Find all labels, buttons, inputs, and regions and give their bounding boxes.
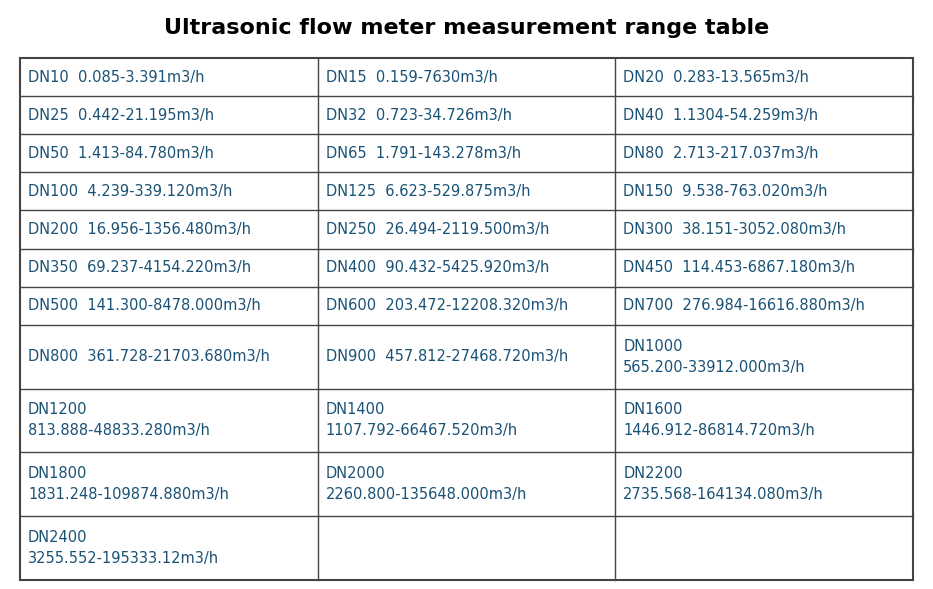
Text: DN1600
1446.912-86814.720m3/h: DN1600 1446.912-86814.720m3/h [623,402,815,438]
Text: DN1200
813.888-48833.280m3/h: DN1200 813.888-48833.280m3/h [28,402,210,438]
Text: DN20  0.283-13.565m3/h: DN20 0.283-13.565m3/h [623,70,809,85]
Text: DN1400
1107.792-66467.520m3/h: DN1400 1107.792-66467.520m3/h [326,402,518,438]
Text: DN1000
565.200-33912.000m3/h: DN1000 565.200-33912.000m3/h [623,339,806,375]
Text: DN15  0.159-7630m3/h: DN15 0.159-7630m3/h [326,70,497,85]
Text: DN500  141.300-8478.000m3/h: DN500 141.300-8478.000m3/h [28,298,260,313]
Text: DN125  6.623-529.875m3/h: DN125 6.623-529.875m3/h [326,184,530,199]
Text: DN200  16.956-1356.480m3/h: DN200 16.956-1356.480m3/h [28,222,251,237]
Text: DN450  114.453-6867.180m3/h: DN450 114.453-6867.180m3/h [623,260,856,275]
Text: DN2200
2735.568-164134.080m3/h: DN2200 2735.568-164134.080m3/h [623,466,824,502]
Text: DN25  0.442-21.195m3/h: DN25 0.442-21.195m3/h [28,108,215,123]
Text: DN65  1.791-143.278m3/h: DN65 1.791-143.278m3/h [326,145,521,161]
Text: DN250  26.494-2119.500m3/h: DN250 26.494-2119.500m3/h [326,222,549,237]
Text: DN100  4.239-339.120m3/h: DN100 4.239-339.120m3/h [28,184,232,199]
Text: DN2000
2260.800-135648.000m3/h: DN2000 2260.800-135648.000m3/h [326,466,527,502]
Text: Ultrasonic flow meter measurement range table: Ultrasonic flow meter measurement range … [164,18,769,38]
Text: DN1800
1831.248-109874.880m3/h: DN1800 1831.248-109874.880m3/h [28,466,229,502]
Text: DN150  9.538-763.020m3/h: DN150 9.538-763.020m3/h [623,184,828,199]
Text: DN700  276.984-16616.880m3/h: DN700 276.984-16616.880m3/h [623,298,865,313]
Text: DN40  1.1304-54.259m3/h: DN40 1.1304-54.259m3/h [623,108,818,123]
Text: DN10  0.085-3.391m3/h: DN10 0.085-3.391m3/h [28,70,204,85]
Text: DN50  1.413-84.780m3/h: DN50 1.413-84.780m3/h [28,145,214,161]
Text: DN600  203.472-12208.320m3/h: DN600 203.472-12208.320m3/h [326,298,568,313]
Text: DN2400
3255.552-195333.12m3/h: DN2400 3255.552-195333.12m3/h [28,530,219,566]
Text: DN300  38.151-3052.080m3/h: DN300 38.151-3052.080m3/h [623,222,846,237]
Text: DN350  69.237-4154.220m3/h: DN350 69.237-4154.220m3/h [28,260,251,275]
Bar [20,58,913,580]
Text: DN400  90.432-5425.920m3/h: DN400 90.432-5425.920m3/h [326,260,549,275]
Text: DN800  361.728-21703.680m3/h: DN800 361.728-21703.680m3/h [28,349,270,364]
Text: DN900  457.812-27468.720m3/h: DN900 457.812-27468.720m3/h [326,349,568,364]
Text: DN32  0.723-34.726m3/h: DN32 0.723-34.726m3/h [326,108,511,123]
Text: DN80  2.713-217.037m3/h: DN80 2.713-217.037m3/h [623,145,819,161]
